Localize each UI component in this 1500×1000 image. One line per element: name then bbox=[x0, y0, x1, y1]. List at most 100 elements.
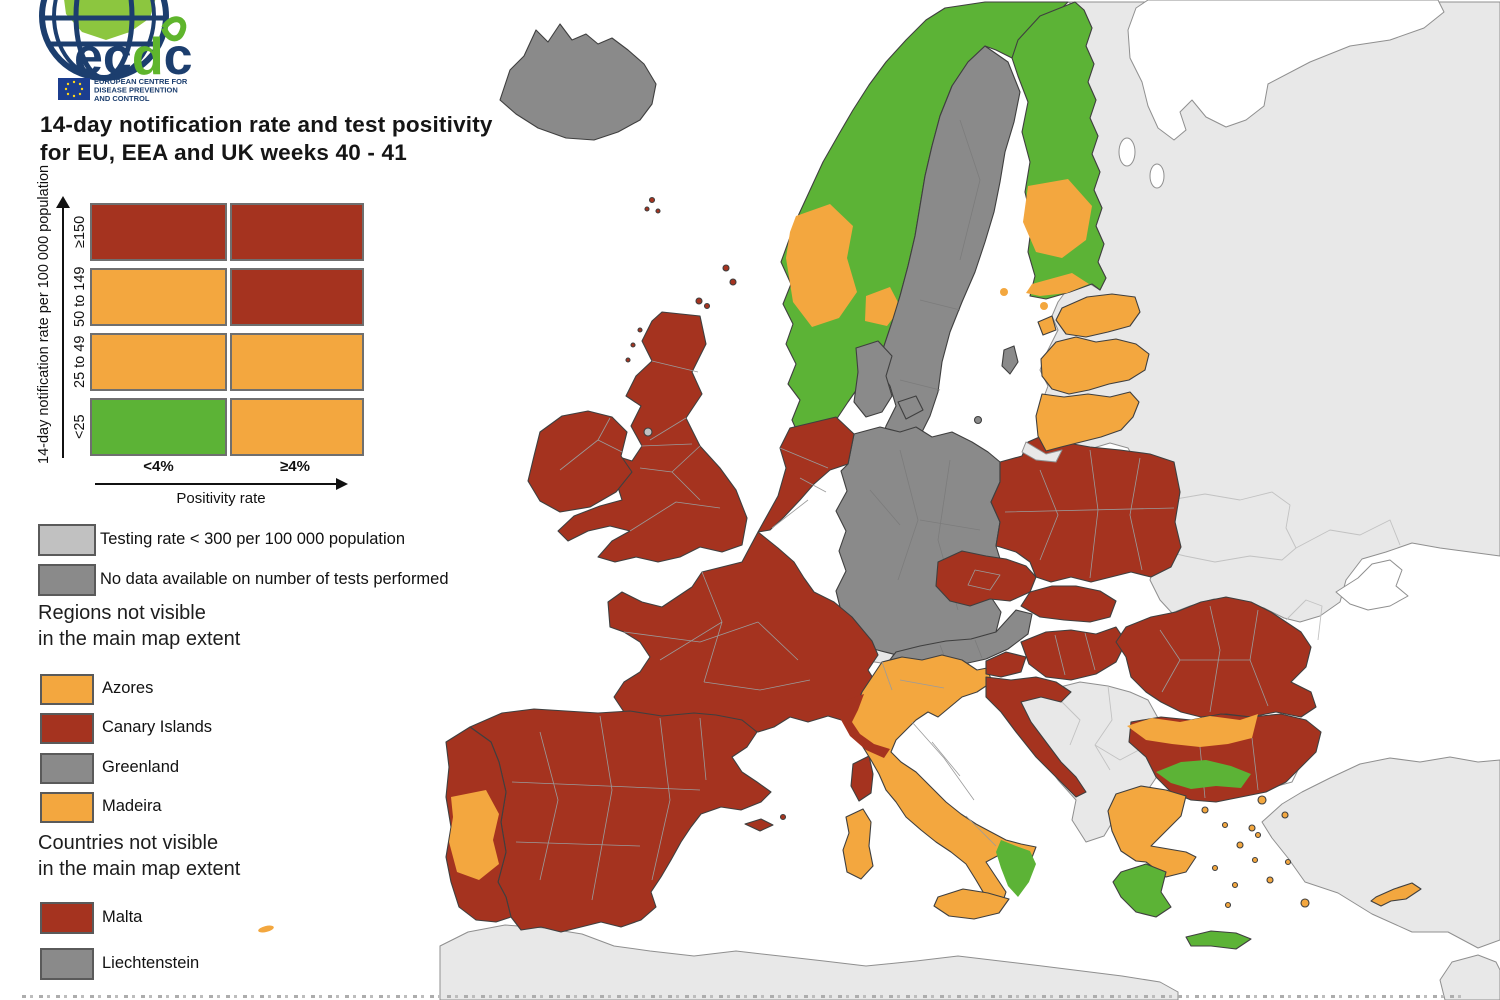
map-island-aland bbox=[1000, 288, 1008, 296]
legend-label-liechtenstein: Liechtenstein bbox=[102, 953, 200, 972]
map-borders-france-regions bbox=[623, 571, 811, 691]
logo-org-line2: DISEASE PREVENTION bbox=[94, 86, 178, 95]
map-country-lithuania bbox=[1035, 391, 1140, 452]
map-borders-romania-regions bbox=[1159, 605, 1269, 713]
map-borders-benelux bbox=[771, 447, 829, 529]
matrix-col-label-1: ≥4% bbox=[280, 458, 310, 475]
map-country-denmark bbox=[853, 340, 893, 418]
map-islands-balearics bbox=[744, 818, 774, 832]
map-islands-shetland-orkney bbox=[625, 264, 737, 363]
map-country-spain bbox=[469, 708, 772, 933]
legend-label-madeira: Madeira bbox=[102, 797, 162, 815]
map-borders-germany-regions bbox=[869, 449, 981, 611]
logo-wordmark: ecdc bbox=[74, 28, 193, 86]
matrix-x-axis-arrowhead-icon bbox=[336, 478, 348, 490]
map-country-romania bbox=[1115, 596, 1317, 718]
eu-flag-icon bbox=[58, 78, 90, 100]
legend-swatch-malta bbox=[40, 902, 94, 934]
map-lake-onega bbox=[1149, 163, 1165, 189]
map-border-moldova bbox=[1285, 599, 1323, 641]
map-region-portugal-central bbox=[449, 790, 499, 880]
map-border-ukraine-russia bbox=[1295, 519, 1401, 549]
map-island-corsica bbox=[850, 755, 874, 802]
map-borders-hungary-regions bbox=[1054, 632, 1096, 676]
logo-org-line1: EUROPEAN CENTRE FOR bbox=[94, 77, 188, 86]
map-island-cyprus bbox=[1370, 882, 1422, 907]
map-islands-aegean bbox=[1201, 795, 1310, 909]
map-borders-sweden-regions bbox=[899, 119, 981, 391]
map-country-slovakia bbox=[1020, 585, 1117, 623]
legend-swatch-canary-islands bbox=[40, 713, 94, 744]
map-island-sicily bbox=[933, 888, 1010, 920]
matrix-row-label-3: <25 bbox=[72, 414, 88, 440]
map-island-menorca bbox=[779, 813, 787, 821]
map-islands-estonia bbox=[1037, 315, 1057, 336]
matrix-x-axis-arrow bbox=[95, 483, 337, 486]
map-islands-faroe bbox=[644, 196, 661, 214]
map-region-middle-east bbox=[1439, 954, 1500, 1000]
map-island-gotland bbox=[1001, 345, 1019, 375]
logo-org-line3: AND CONTROL bbox=[94, 94, 150, 103]
map-country-ireland bbox=[527, 410, 633, 513]
map-region-kaliningrad bbox=[1021, 441, 1063, 463]
map-region-greece-north bbox=[1156, 760, 1251, 789]
matrix-y-axis-arrowhead-icon bbox=[56, 196, 70, 208]
map-region-peloponnese bbox=[1112, 863, 1172, 918]
map-borders-italy-regions bbox=[881, 661, 997, 847]
map-country-croatia bbox=[985, 676, 1087, 798]
legend-label-low-testing: Testing rate < 300 per 100 000 populatio… bbox=[100, 529, 406, 548]
legend-swatch-no-data bbox=[38, 564, 96, 596]
map-island-sardinia bbox=[842, 808, 874, 880]
map-island-crete bbox=[1185, 930, 1252, 950]
map-region-benelux bbox=[757, 416, 855, 533]
map-borders-ireland-regions bbox=[559, 417, 623, 471]
map-border-czechia-region bbox=[967, 569, 1001, 591]
legend-label-canary-islands: Canary Islands bbox=[102, 718, 213, 736]
legend-swatch-madeira bbox=[40, 792, 94, 823]
legend-swatch-azores bbox=[40, 674, 94, 705]
matrix-cell-r0c1 bbox=[230, 203, 364, 261]
map-country-czechia bbox=[935, 550, 1037, 607]
map-region-bulgaria-north bbox=[1127, 714, 1258, 747]
map-country-slovenia bbox=[985, 651, 1027, 678]
map-borders-spain-regions bbox=[511, 715, 707, 901]
map-country-estonia bbox=[1055, 293, 1141, 338]
map-borders-uk-regions bbox=[629, 360, 721, 532]
map-title-line2: for EU, EEA and UK weeks 40 - 41 bbox=[40, 140, 407, 165]
legend-label-greenland: Greenland bbox=[102, 758, 180, 776]
map-island-madeira bbox=[258, 925, 274, 933]
matrix-cell-r2c1 bbox=[230, 333, 364, 391]
matrix-cell-r1c1 bbox=[230, 268, 364, 326]
map-island-isle-of-man bbox=[643, 427, 653, 437]
matrix-y-axis-title: 14-day notification rate per 100 000 pop… bbox=[36, 164, 52, 464]
map-country-iceland bbox=[499, 23, 657, 141]
regions-heading-line1: Regions not visible bbox=[38, 602, 206, 624]
matrix-cell-r3c1 bbox=[230, 398, 364, 456]
matrix-x-axis-title: Positivity rate bbox=[176, 490, 266, 507]
map-region-finland-southeast bbox=[1023, 179, 1092, 258]
legend-swatch-low-testing bbox=[38, 524, 96, 556]
legend-swatch-liechtenstein bbox=[40, 948, 94, 980]
regions-heading-line2: in the main map extent bbox=[38, 628, 241, 650]
map-country-poland bbox=[990, 434, 1182, 583]
matrix-y-axis-arrow bbox=[62, 206, 65, 458]
map-crimea bbox=[1335, 559, 1409, 611]
legend-label-no-data: No data available on number of tests per… bbox=[100, 569, 449, 588]
matrix-row-label-2: 25 to 49 bbox=[72, 335, 88, 389]
legend-label-azores: Azores bbox=[102, 679, 154, 697]
map-country-hungary bbox=[1020, 626, 1127, 681]
matrix-cell-r3c0 bbox=[90, 398, 227, 456]
legend-label-malta: Malta bbox=[102, 907, 143, 926]
map-region-calabria bbox=[996, 840, 1036, 897]
map-country-france bbox=[607, 531, 879, 743]
map-region-greece-central bbox=[1107, 785, 1197, 878]
matrix-row-label-0: ≥150 bbox=[72, 215, 88, 249]
matrix-cell-r1c0 bbox=[90, 268, 227, 326]
matrix-cell-r2c0 bbox=[90, 333, 227, 391]
map-white-sea bbox=[1127, 0, 1445, 141]
map-region-north-africa bbox=[439, 924, 1179, 1000]
map-region-norway-southwest bbox=[865, 287, 901, 326]
ecdc-logo: ecdc EUROPEAN CENTRE FOR DISEASE PREVENT… bbox=[39, 0, 193, 103]
matrix-row-label-1: 50 to 149 bbox=[72, 266, 88, 328]
truncated-caption-strip bbox=[22, 995, 1462, 998]
